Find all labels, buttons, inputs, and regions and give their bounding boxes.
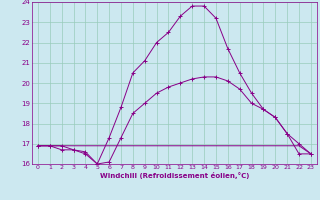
X-axis label: Windchill (Refroidissement éolien,°C): Windchill (Refroidissement éolien,°C) [100,172,249,179]
